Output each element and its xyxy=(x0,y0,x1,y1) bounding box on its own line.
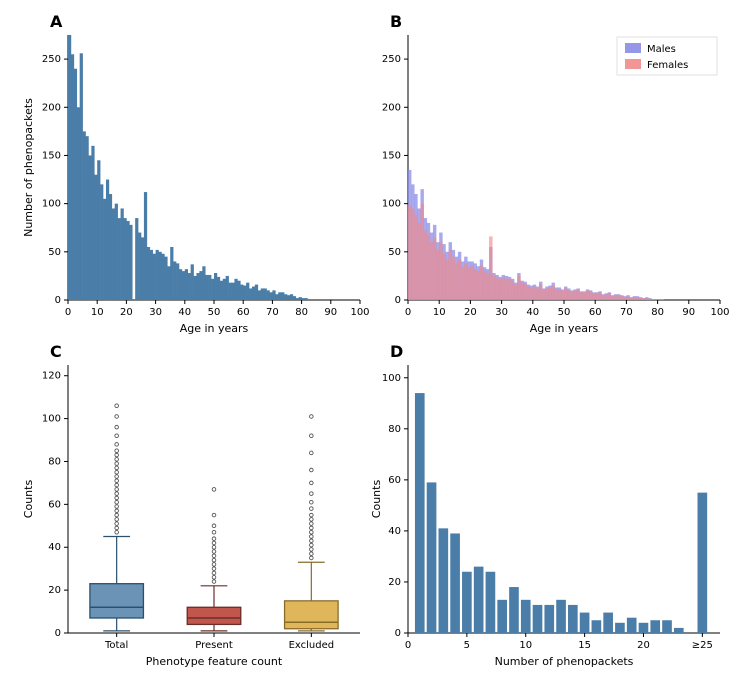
svg-text:Counts: Counts xyxy=(370,480,383,519)
svg-text:100: 100 xyxy=(382,199,401,210)
svg-text:80: 80 xyxy=(48,456,61,467)
svg-text:Males: Males xyxy=(647,44,676,55)
svg-text:150: 150 xyxy=(382,150,401,161)
svg-text:40: 40 xyxy=(526,307,539,318)
svg-text:20: 20 xyxy=(388,577,401,588)
svg-text:Number of phenopackets: Number of phenopackets xyxy=(495,655,634,668)
panel-c-label: C xyxy=(50,342,62,361)
svg-text:100: 100 xyxy=(42,199,61,210)
svg-text:100: 100 xyxy=(350,307,369,318)
svg-text:20: 20 xyxy=(637,640,650,651)
svg-text:90: 90 xyxy=(682,307,695,318)
svg-text:50: 50 xyxy=(388,247,401,258)
svg-text:0: 0 xyxy=(405,307,411,318)
svg-text:30: 30 xyxy=(149,307,162,318)
svg-text:60: 60 xyxy=(589,307,602,318)
svg-text:Age in years: Age in years xyxy=(180,322,249,335)
svg-text:15: 15 xyxy=(578,640,591,651)
svg-text:5: 5 xyxy=(464,640,470,651)
figure-4panel: A 0102030405060708090100050100150200250A… xyxy=(10,10,730,673)
svg-text:Females: Females xyxy=(647,60,688,71)
panel-d-label: D xyxy=(390,342,403,361)
svg-text:Excluded: Excluded xyxy=(289,640,335,651)
svg-text:80: 80 xyxy=(295,307,308,318)
svg-text:80: 80 xyxy=(651,307,664,318)
svg-text:50: 50 xyxy=(558,307,571,318)
panel-a-chart: 0 10 20 30 40 50 60 70 80 90 100 0 50 100 150 200 250 Age… xyxy=(10,10,370,340)
svg-text:0: 0 xyxy=(405,640,411,651)
svg-text:80: 80 xyxy=(388,424,401,435)
svg-text:0: 0 xyxy=(55,295,61,306)
svg-text:100: 100 xyxy=(42,414,61,425)
panel-c-chart: 0 20 40 60 80 100 120 Phenotype feature count Co… xyxy=(10,340,370,673)
svg-text:50: 50 xyxy=(48,247,61,258)
svg-text:Number of phenopackets: Number of phenopackets xyxy=(22,98,35,237)
svg-text:0: 0 xyxy=(395,295,401,306)
svg-text:70: 70 xyxy=(620,307,633,318)
svg-text:0: 0 xyxy=(65,307,71,318)
svg-text:10: 10 xyxy=(433,307,446,318)
svg-text:Counts: Counts xyxy=(22,480,35,519)
svg-text:Phenotype feature count: Phenotype feature count xyxy=(146,655,283,668)
svg-text:10: 10 xyxy=(91,307,104,318)
svg-text:40: 40 xyxy=(388,526,401,537)
svg-text:60: 60 xyxy=(237,307,250,318)
panel-a: A 0 10 20 30 40 50 60 70 80 90 100 0 50 100 150 200 250 A… xyxy=(10,10,370,340)
svg-text:Total: Total xyxy=(104,640,128,651)
svg-text:0: 0 xyxy=(395,628,401,639)
svg-text:Present: Present xyxy=(195,640,233,651)
svg-text:20: 20 xyxy=(48,585,61,596)
svg-text:150: 150 xyxy=(42,150,61,161)
svg-text:60: 60 xyxy=(388,475,401,486)
panel-b-label: B xyxy=(390,12,402,31)
svg-text:0: 0 xyxy=(55,628,61,639)
svg-text:≥25: ≥25 xyxy=(692,640,713,651)
svg-text:50: 50 xyxy=(208,307,221,318)
panel-d: D 0 20 40 60 80 100 0 5 10 15 20 ≥25 Number of pheno… xyxy=(370,340,730,673)
svg-text:30: 30 xyxy=(495,307,508,318)
svg-text:Age in years: Age in years xyxy=(530,322,599,335)
svg-text:100: 100 xyxy=(382,373,401,384)
panel-a-label: A xyxy=(50,12,62,31)
svg-text:40: 40 xyxy=(48,542,61,553)
svg-text:40: 40 xyxy=(178,307,191,318)
svg-text:20: 20 xyxy=(464,307,477,318)
svg-text:70: 70 xyxy=(266,307,279,318)
svg-text:100: 100 xyxy=(710,307,729,318)
svg-text:200: 200 xyxy=(42,102,61,113)
svg-text:10: 10 xyxy=(519,640,532,651)
svg-text:90: 90 xyxy=(324,307,337,318)
svg-text:120: 120 xyxy=(42,371,61,382)
svg-text:250: 250 xyxy=(382,54,401,65)
panel-c: C 0 20 40 60 80 100 120 Phenotype feature count… xyxy=(10,340,370,673)
panel-b: B 0 10 20 30 40 50 60 70 80 90 100 0 50 100 150 200 250 A… xyxy=(370,10,730,340)
panel-b-chart: 0 10 20 30 40 50 60 70 80 90 100 0 50 100 150 200 250 Age… xyxy=(370,10,730,340)
svg-text:200: 200 xyxy=(382,102,401,113)
svg-text:60: 60 xyxy=(48,499,61,510)
panel-d-chart: 0 20 40 60 80 100 0 5 10 15 20 ≥25 Number of phenopa… xyxy=(370,340,730,673)
svg-text:20: 20 xyxy=(120,307,133,318)
svg-text:250: 250 xyxy=(42,54,61,65)
